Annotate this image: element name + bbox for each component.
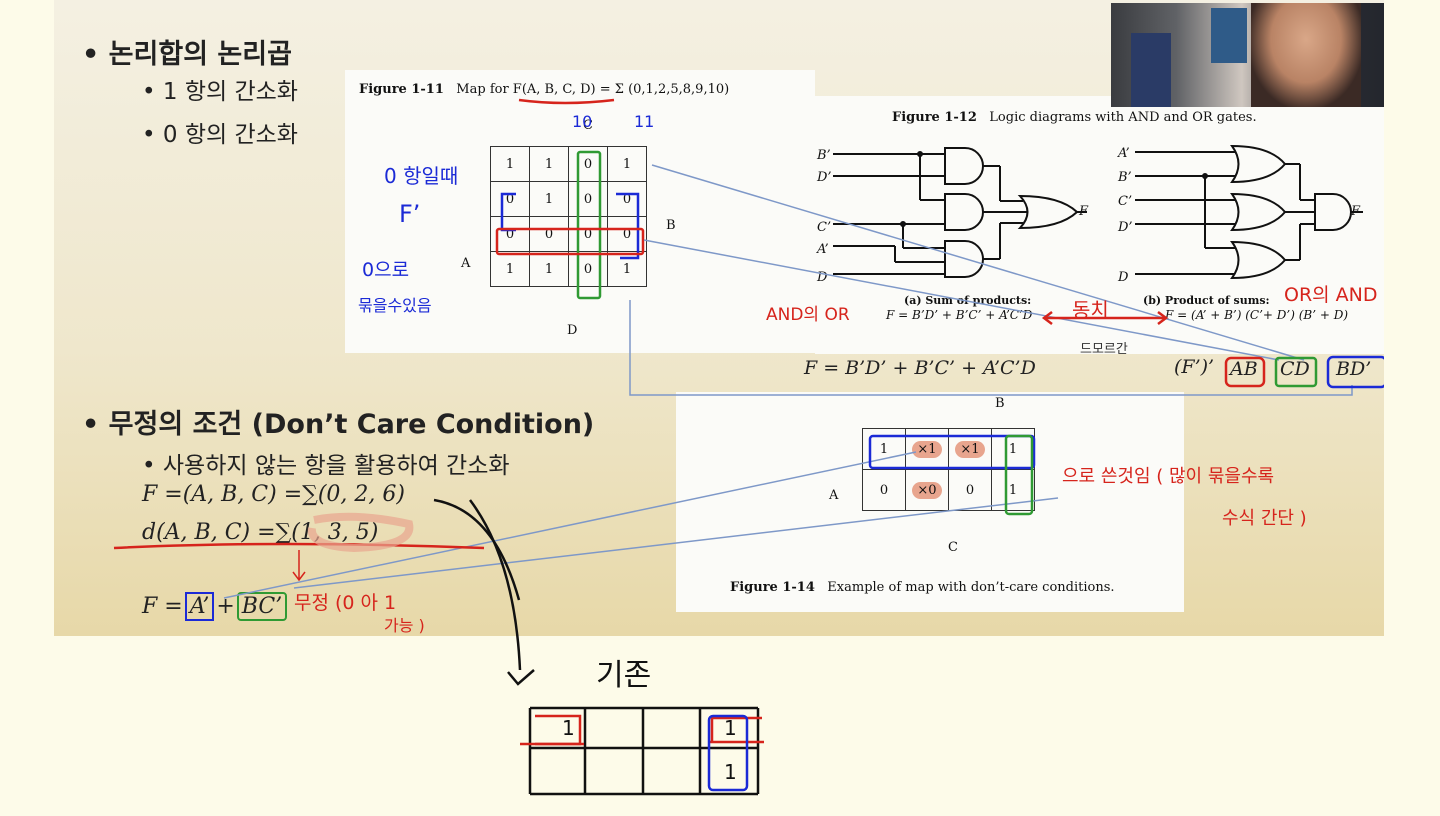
sop-typed: F = B’D’ + B’C’ + A’C’D [804, 357, 1036, 379]
fig-1-11-caption: Figure 1-11 Map for F(A, B, C, D) = Σ (0… [359, 82, 730, 97]
logic-gates [833, 144, 1363, 280]
ink-f-prime-prime: (F’)’ [1174, 356, 1215, 378]
left-input-d: D’ [817, 170, 832, 185]
figure-1-11: Figure 1-11 Map for F(A, B, C, D) = Σ (0… [345, 70, 815, 353]
ink-de-morgan: 드모르간 [1080, 342, 1128, 357]
ink-zero-group: 0으로 [362, 259, 410, 281]
ink-col10: 10 [572, 112, 593, 131]
fig-1-14-label-c: C [948, 540, 958, 555]
right-input-a: A’ [1118, 146, 1130, 161]
right-input-d2: D [1118, 270, 1129, 285]
ink-zero-when: 0 항일때 [384, 164, 459, 188]
formula-f-result: F = A’ + BC’ [142, 592, 288, 621]
ink-term-ab: AB [1230, 358, 1258, 380]
left-input-c: C’ [817, 220, 832, 235]
ink-group-possible: 묶을수있음 [358, 296, 432, 315]
fig-1-14-label-a: A [829, 488, 839, 503]
fig-1-11-label-d: D [567, 323, 578, 338]
bullet-simplify-1: • 1 항의 간소화 [142, 79, 298, 105]
fig-1-11-label-b: B [666, 218, 676, 233]
left-input-d2: D [817, 270, 828, 285]
ink-same: 동치 [1072, 298, 1109, 322]
bullet-or-and: • 논리합의 논리곱 [82, 39, 292, 70]
base-cell-2: 1 [724, 716, 737, 740]
fig-1-11-label-c: C [583, 118, 593, 133]
fig-1-12-caption: Figure 1-12 Logic diagrams with AND and … [892, 110, 1257, 125]
ink-and-or: AND의 OR [766, 305, 850, 325]
base-cell-3: 1 [724, 760, 737, 784]
right-input-d: D’ [1118, 220, 1133, 235]
figure-1-12: Figure 1-12 Logic diagrams with AND and … [815, 96, 1384, 354]
pos-title: (b) Product of sums: [1143, 294, 1270, 307]
fig-1-14-caption: Figure 1-14 Example of map with don’t-ca… [730, 580, 1115, 595]
ink-term-cd: CD [1280, 358, 1310, 380]
left-input-b: B’ [817, 148, 831, 163]
fig-1-11-label-a: A [461, 256, 471, 271]
fig-1-14-label-b: B [995, 396, 1005, 411]
slide-annotations [113, 98, 1384, 601]
webcam-feed [1111, 3, 1384, 107]
formula-d-def: d(A, B, C) =∑(1, 3, 5) [142, 520, 379, 545]
pos-eq: F = (A’ + B’) (C’+ D’) (B’ + D) [1165, 308, 1348, 322]
ink-base-label: 기존 [596, 658, 652, 693]
ink-dont-care-note: 무정 (0 아 1 [294, 592, 397, 614]
ink-dont-care-note2: 가능 ) [384, 616, 425, 635]
ink-f-prime: F’ [399, 200, 421, 228]
term-bc-prime: BC’ [236, 592, 288, 621]
term-a-prime: A’ [184, 592, 215, 621]
right-input-b: B’ [1118, 170, 1132, 185]
ink-col11: 11 [634, 112, 655, 131]
bullet-simplify-0: • 0 항의 간소화 [142, 122, 298, 148]
ink-used-note2: 수식 간단 ) [1222, 508, 1307, 529]
bullet-dont-care: • 무정의 조건 (Don’t Care Condition) [82, 409, 595, 440]
left-input-a: A’ [817, 242, 829, 257]
sop-eq: F = B’D’ + B’C’ + A’C’D [886, 308, 1033, 322]
formula-f-def: F =(A, B, C) =∑(0, 2, 6) [142, 482, 405, 507]
slide: • 논리합의 논리곱 • 1 항의 간소화 • 0 항의 간소화 • 무정의 조… [54, 0, 1384, 636]
bullet-dont-care-sub: • 사용하지 않는 항을 활용하여 간소화 [142, 453, 510, 479]
right-input-c: C’ [1118, 194, 1133, 209]
ink-or-and: OR의 AND [1284, 284, 1378, 306]
ink-term-bd: BD’ [1336, 358, 1372, 380]
ink-used-note: 으로 쓴것임 ( 많이 묶을수록 [1062, 466, 1275, 487]
base-cell-1: 1 [562, 716, 575, 740]
